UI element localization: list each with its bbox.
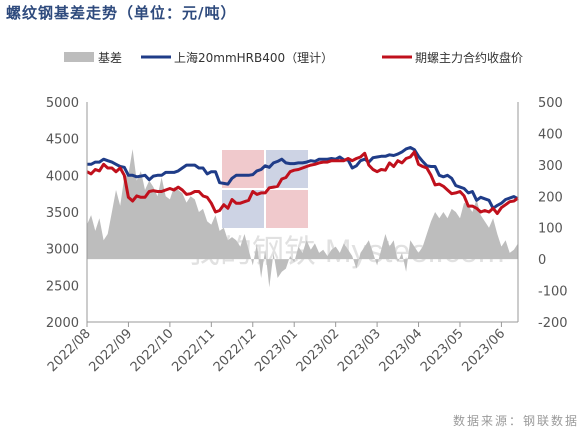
y-left-tick-label: 3500	[46, 206, 79, 221]
y-right-tick-label: 500	[538, 96, 563, 111]
x-tick-label: 2023/06	[459, 326, 508, 375]
x-tick-label: 2022/10	[128, 326, 177, 375]
y-right-tick-label: 0	[538, 253, 546, 268]
legend-swatch-basis	[64, 52, 94, 62]
y-right-tick-label: -200	[538, 316, 568, 331]
y-left-tick-label: 5000	[46, 96, 79, 111]
x-tick-label: 2022/12	[211, 326, 260, 375]
legend-label-futures: 上海20mmHRB400（理计）	[174, 50, 333, 65]
series-basis-area	[87, 149, 518, 288]
x-tick-label: 2022/11	[169, 326, 218, 375]
legend-label-main: 期螺主力合约收盘价	[415, 50, 523, 65]
series-main-contract-line	[86, 150, 519, 215]
y-right-tick-label: -100	[538, 285, 568, 300]
y-left-tick-label: 2500	[46, 279, 79, 294]
x-tick-label: 2023/05	[418, 326, 467, 375]
y-right-tick-label: 200	[538, 190, 563, 205]
x-tick-label: 2023/02	[294, 326, 343, 375]
legend: 基差 上海20mmHRB400（理计） 期螺主力合约收盘价	[64, 50, 523, 65]
y-left-tick-label: 4500	[46, 133, 79, 148]
series-futures-price-line	[87, 146, 519, 210]
y-left-tick-label: 4000	[46, 169, 79, 184]
chart-title: 螺纹钢基差走势（单位：元/吨）	[6, 4, 237, 22]
x-tick-label: 2022/08	[45, 326, 94, 375]
footer-source: 数据来源：钢联数据	[452, 414, 579, 428]
y-right-tick-label: 100	[538, 222, 563, 237]
x-tick-label: 2023/01	[252, 326, 301, 375]
x-tick-label: 2022/09	[86, 326, 135, 375]
y-left-tick-label: 2000	[46, 316, 79, 331]
legend-label-basis: 基差	[98, 51, 122, 65]
x-tick-label: 2023/03	[335, 326, 384, 375]
y-left-tick-label: 3000	[46, 243, 79, 258]
y-right-tick-label: 300	[538, 159, 563, 174]
y-right-tick-label: 400	[538, 127, 563, 142]
watermark-block-4	[266, 190, 308, 228]
x-tick-label: 2023/04	[377, 326, 426, 375]
